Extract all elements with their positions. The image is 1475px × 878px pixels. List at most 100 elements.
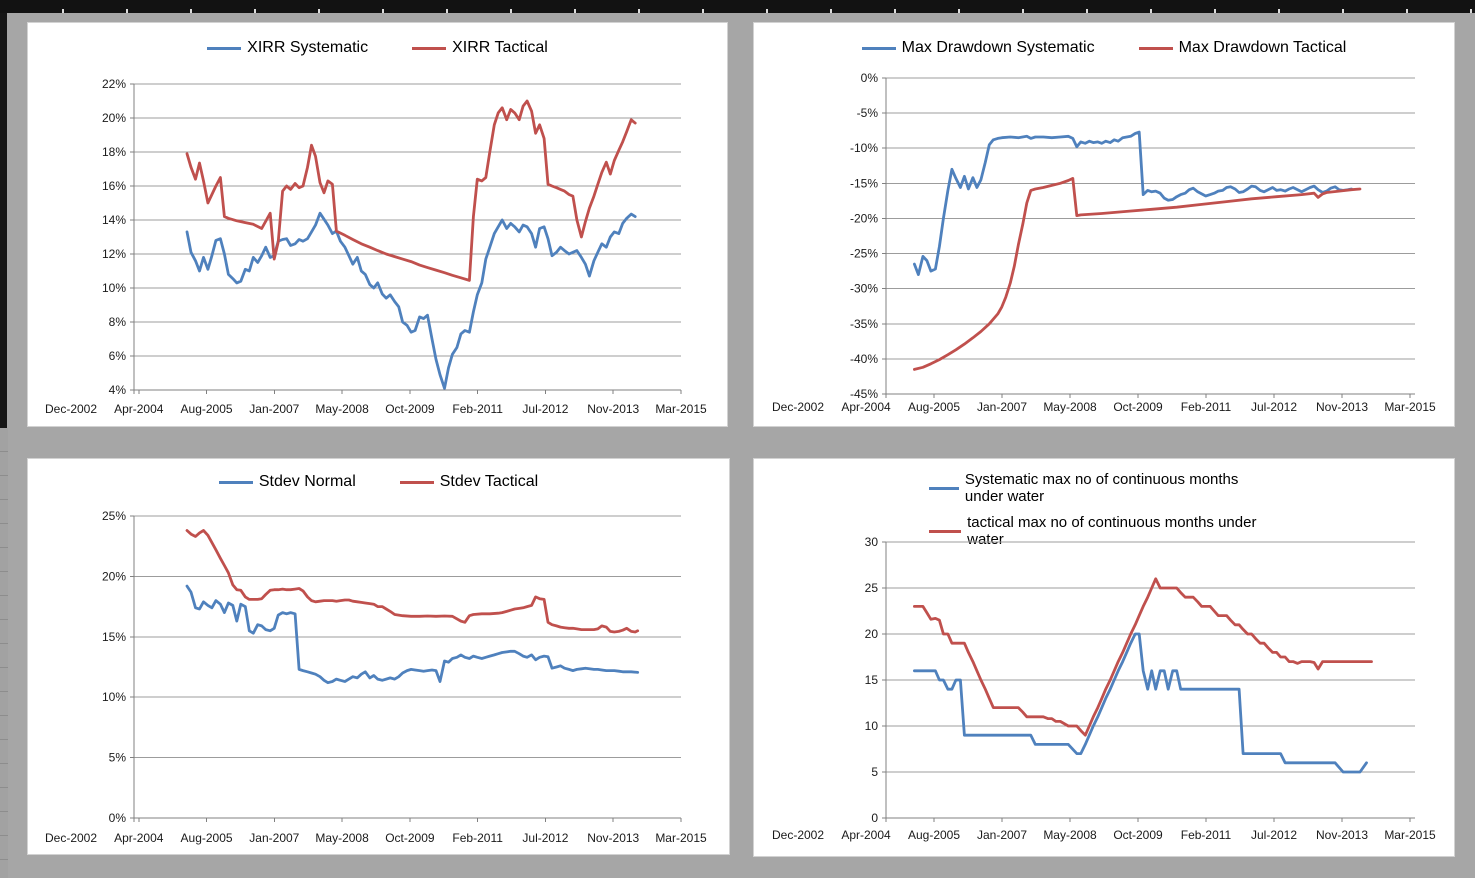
y-tick-label: -45% <box>850 387 878 401</box>
plot-svg: 22% 20% 18% 16% 14% 12% 10% 8% 6% 4% Dec-2002 Apr-2… <box>45 77 707 416</box>
legend: XIRR Systematic XIRR Tactical <box>28 39 727 57</box>
legend-label: Stdev Tactical <box>439 473 539 490</box>
x-tick-label: Jul-2012 <box>1251 828 1297 842</box>
y-tick-label: 25% <box>102 509 126 523</box>
y-tick-label: 18% <box>102 145 126 159</box>
x-tick-label: Feb-2011 <box>1181 828 1232 842</box>
x-tick-label: Aug-2005 <box>908 828 960 842</box>
y-tick-label: 5 <box>871 765 878 779</box>
y-tick-label: 22% <box>102 77 126 91</box>
y-tick-label: 10% <box>102 690 126 704</box>
legend-line-swatch <box>929 486 959 490</box>
y-tick-label: 20 <box>865 627 879 641</box>
chart-panel-xirr: XIRR Systematic XIRR Tactical 22% 20% 18% 16%… <box>27 22 728 427</box>
y-tick-label: 20% <box>102 569 126 583</box>
y-tick-label: -40% <box>850 352 878 366</box>
series-line-systematic <box>185 211 637 390</box>
legend-label: XIRR Tactical <box>452 39 548 56</box>
legend-line-swatch <box>218 480 253 484</box>
x-tick-label: Mar-2015 <box>655 831 707 845</box>
x-tick-label: Apr-2004 <box>841 828 891 842</box>
legend-label: Max Drawdown Tactical <box>1178 39 1347 56</box>
legend-line-swatch <box>929 529 962 533</box>
series-line-tactical <box>185 99 637 282</box>
plot-svg: 25% 20% 15% 10% 5% 0% Dec-2002 Apr-2004 Aug-2005… <box>45 509 707 845</box>
x-tick-label: Mar-2015 <box>1384 828 1436 842</box>
x-tick-label: May-2008 <box>1043 400 1097 414</box>
x-tick-label: Feb-2011 <box>1181 400 1232 414</box>
x-tick-label: Mar-2015 <box>1384 400 1436 414</box>
x-tick-label: Nov-2013 <box>1316 400 1368 414</box>
y-tick-label: -25% <box>850 247 878 261</box>
legend-label: Systematic max no of continuous months u… <box>964 471 1239 505</box>
legend-line-swatch <box>861 46 896 50</box>
x-tick-label: Oct-2009 <box>1113 400 1163 414</box>
y-tick-label: 0 <box>871 811 878 825</box>
y-tick-label: -30% <box>850 282 878 296</box>
y-tick-label: -35% <box>850 317 878 331</box>
x-tick-label: Dec-2002 <box>45 831 97 845</box>
x-tick-label: Dec-2002 <box>45 402 97 416</box>
legend-line-swatch <box>412 46 447 50</box>
x-tick-label: Dec-2002 <box>772 400 824 414</box>
legend-line-swatch <box>1138 46 1173 50</box>
y-tick-label: -20% <box>850 211 878 225</box>
x-tick-label: Apr-2004 <box>114 402 164 416</box>
x-tick-label: Mar-2015 <box>655 402 707 416</box>
x-tick-label: Jan-2007 <box>249 831 299 845</box>
y-tick-label: 12% <box>102 247 126 261</box>
x-tick-label: Dec-2002 <box>772 828 824 842</box>
x-tick-label: Apr-2004 <box>841 400 891 414</box>
y-tick-label: -5% <box>857 106 879 120</box>
spreadsheet-row-strip <box>0 428 8 878</box>
x-tick-label: Jul-2012 <box>522 402 568 416</box>
legend-item-systematic: Max Drawdown Systematic <box>861 39 1095 57</box>
y-tick-label: 10% <box>102 281 126 295</box>
x-tick-label: Oct-2009 <box>1113 828 1163 842</box>
y-tick-label: 4% <box>109 383 127 397</box>
spreadsheet-column-header-bar <box>0 0 1475 13</box>
x-tick-label: Aug-2005 <box>908 400 960 414</box>
series-line-tactical <box>912 577 1373 737</box>
legend-item-systematic: XIRR Systematic <box>207 39 368 57</box>
x-tick-label: May-2008 <box>1043 828 1097 842</box>
x-tick-label: Oct-2009 <box>385 831 435 845</box>
x-tick-label: Nov-2013 <box>1316 828 1368 842</box>
y-tick-label: 6% <box>109 349 127 363</box>
x-tick-label: Nov-2013 <box>587 831 639 845</box>
legend-item-systematic: Stdev Normal <box>218 473 356 491</box>
x-tick-label: Jan-2007 <box>977 400 1027 414</box>
y-tick-label: 8% <box>109 315 127 329</box>
legend-item-tactical: tactical max no of continuous months und… <box>929 514 1279 548</box>
y-tick-label: 20% <box>102 111 126 125</box>
y-tick-label: 15 <box>865 673 879 687</box>
y-tick-label: 16% <box>102 179 126 193</box>
x-tick-label: Oct-2009 <box>385 402 435 416</box>
x-tick-label: Feb-2011 <box>452 831 503 845</box>
y-tick-label: 5% <box>109 751 127 765</box>
legend-label: tactical max no of continuous months und… <box>967 514 1257 548</box>
y-tick-label: 10 <box>865 719 879 733</box>
x-tick-label: May-2008 <box>315 831 369 845</box>
legend-line-swatch <box>207 46 242 50</box>
window-left-edge <box>0 13 7 428</box>
plot-svg: 30 25 20 15 10 5 0 Dec-2002 Apr-2004 Aug-2005 Jan-… <box>772 535 1436 842</box>
x-tick-label: May-2008 <box>315 402 369 416</box>
x-tick-label: Jan-2007 <box>249 402 299 416</box>
legend-line-swatch <box>399 480 434 484</box>
legend-item-tactical: XIRR Tactical <box>412 39 548 57</box>
legend-label: Max Drawdown Systematic <box>901 39 1095 56</box>
y-tick-label: 15% <box>102 630 126 644</box>
x-tick-label: Jan-2007 <box>977 828 1027 842</box>
x-tick-label: Jul-2012 <box>1251 400 1297 414</box>
series-line-tactical <box>912 176 1362 371</box>
y-tick-label: -15% <box>850 176 878 190</box>
y-tick-label: 14% <box>102 213 126 227</box>
y-tick-label: 30 <box>865 535 879 549</box>
legend-item-systematic: Systematic max no of continuous months u… <box>929 471 1279 505</box>
legend: Max Drawdown Systematic Max Drawdown Tact… <box>754 39 1454 57</box>
legend: Systematic max no of continuous months u… <box>929 471 1279 548</box>
x-tick-label: Aug-2005 <box>181 402 233 416</box>
series-line-systematic <box>185 584 640 685</box>
chart-panel-max-drawdown: Max Drawdown Systematic Max Drawdown Tact… <box>753 22 1455 427</box>
